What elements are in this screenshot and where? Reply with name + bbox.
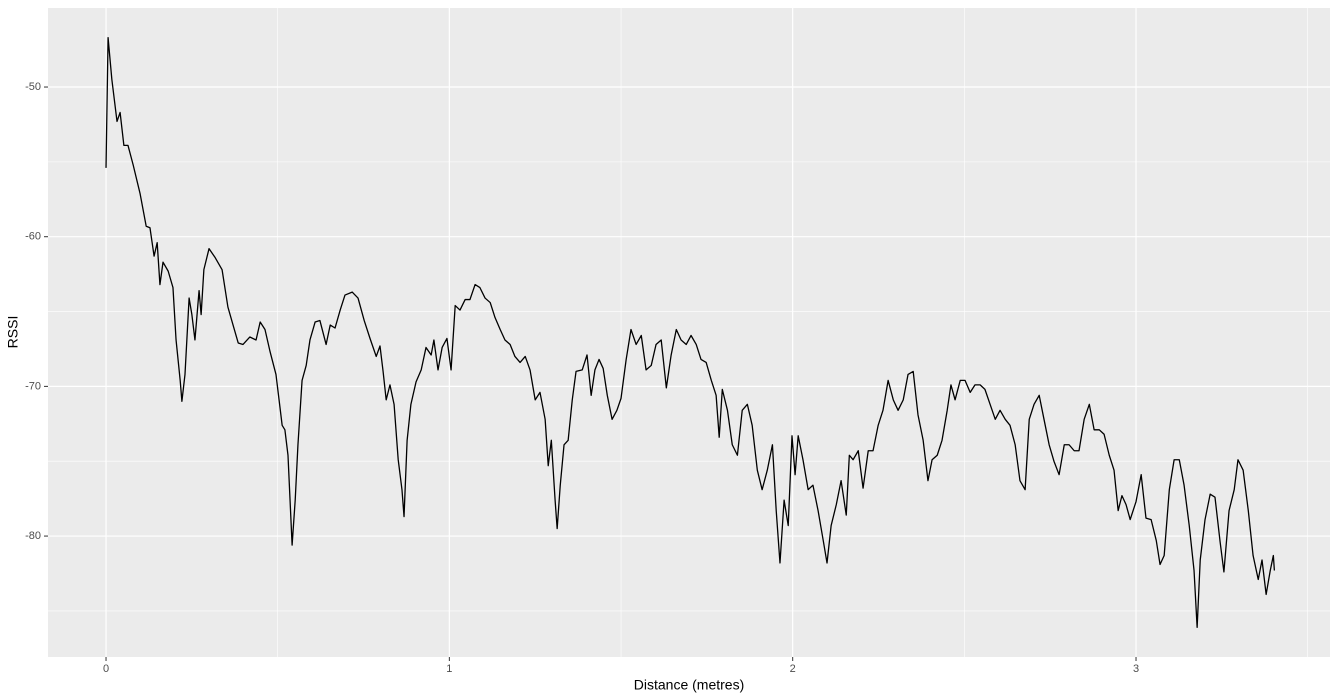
y-tick-label: -50: [25, 81, 41, 93]
plot-panel: [48, 8, 1330, 657]
data-line: [105, 36, 1276, 629]
x-tick-label: 1: [446, 663, 452, 675]
x-tick-label: 3: [1133, 663, 1139, 675]
x-tick-label: 0: [103, 663, 109, 675]
y-tick-label: -70: [25, 380, 41, 392]
y-tick-label: -60: [25, 231, 41, 243]
x-tick-label: 2: [790, 663, 796, 675]
y-axis-title: RSSI: [5, 316, 21, 349]
x-axis-title: Distance (metres): [634, 677, 744, 693]
y-tick-label: -80: [25, 530, 41, 542]
